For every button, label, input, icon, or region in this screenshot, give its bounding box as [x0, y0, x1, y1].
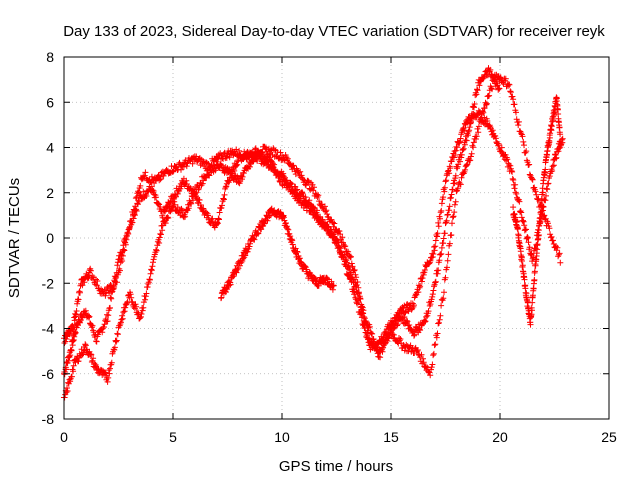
y-axis-label: SDTVAR / TECUs: [6, 178, 23, 298]
x-tick-label: 25: [601, 429, 617, 445]
y-tick-label: -6: [42, 366, 55, 382]
y-tick-label: -8: [42, 411, 55, 427]
series-trace-D: [218, 205, 337, 302]
y-tick-label: 8: [46, 49, 54, 65]
chart-title: Day 133 of 2023, Sidereal Day-to-day VTE…: [63, 23, 605, 40]
y-tick-label: 4: [46, 140, 54, 156]
tick-layer: 0 5 10 15 20 25 -8 -6 -4 -2 0 2 4 6 8: [42, 49, 617, 445]
x-tick-label: 5: [169, 429, 177, 445]
y-tick-label: 2: [46, 185, 54, 201]
x-tick-label: 10: [274, 429, 290, 445]
x-tick-label: 0: [60, 429, 68, 445]
x-tick-label: 15: [383, 429, 399, 445]
y-tick-label: -2: [42, 275, 55, 291]
y-tick-label: -4: [42, 321, 55, 337]
data-marks: [218, 205, 337, 302]
data-marks: [510, 94, 564, 328]
x-axis-label: GPS time / hours: [279, 458, 393, 475]
x-tick-label: 20: [492, 429, 508, 445]
series-trace-E: [510, 94, 564, 328]
y-tick-label: 0: [46, 230, 54, 246]
y-tick-label: 6: [46, 94, 54, 110]
